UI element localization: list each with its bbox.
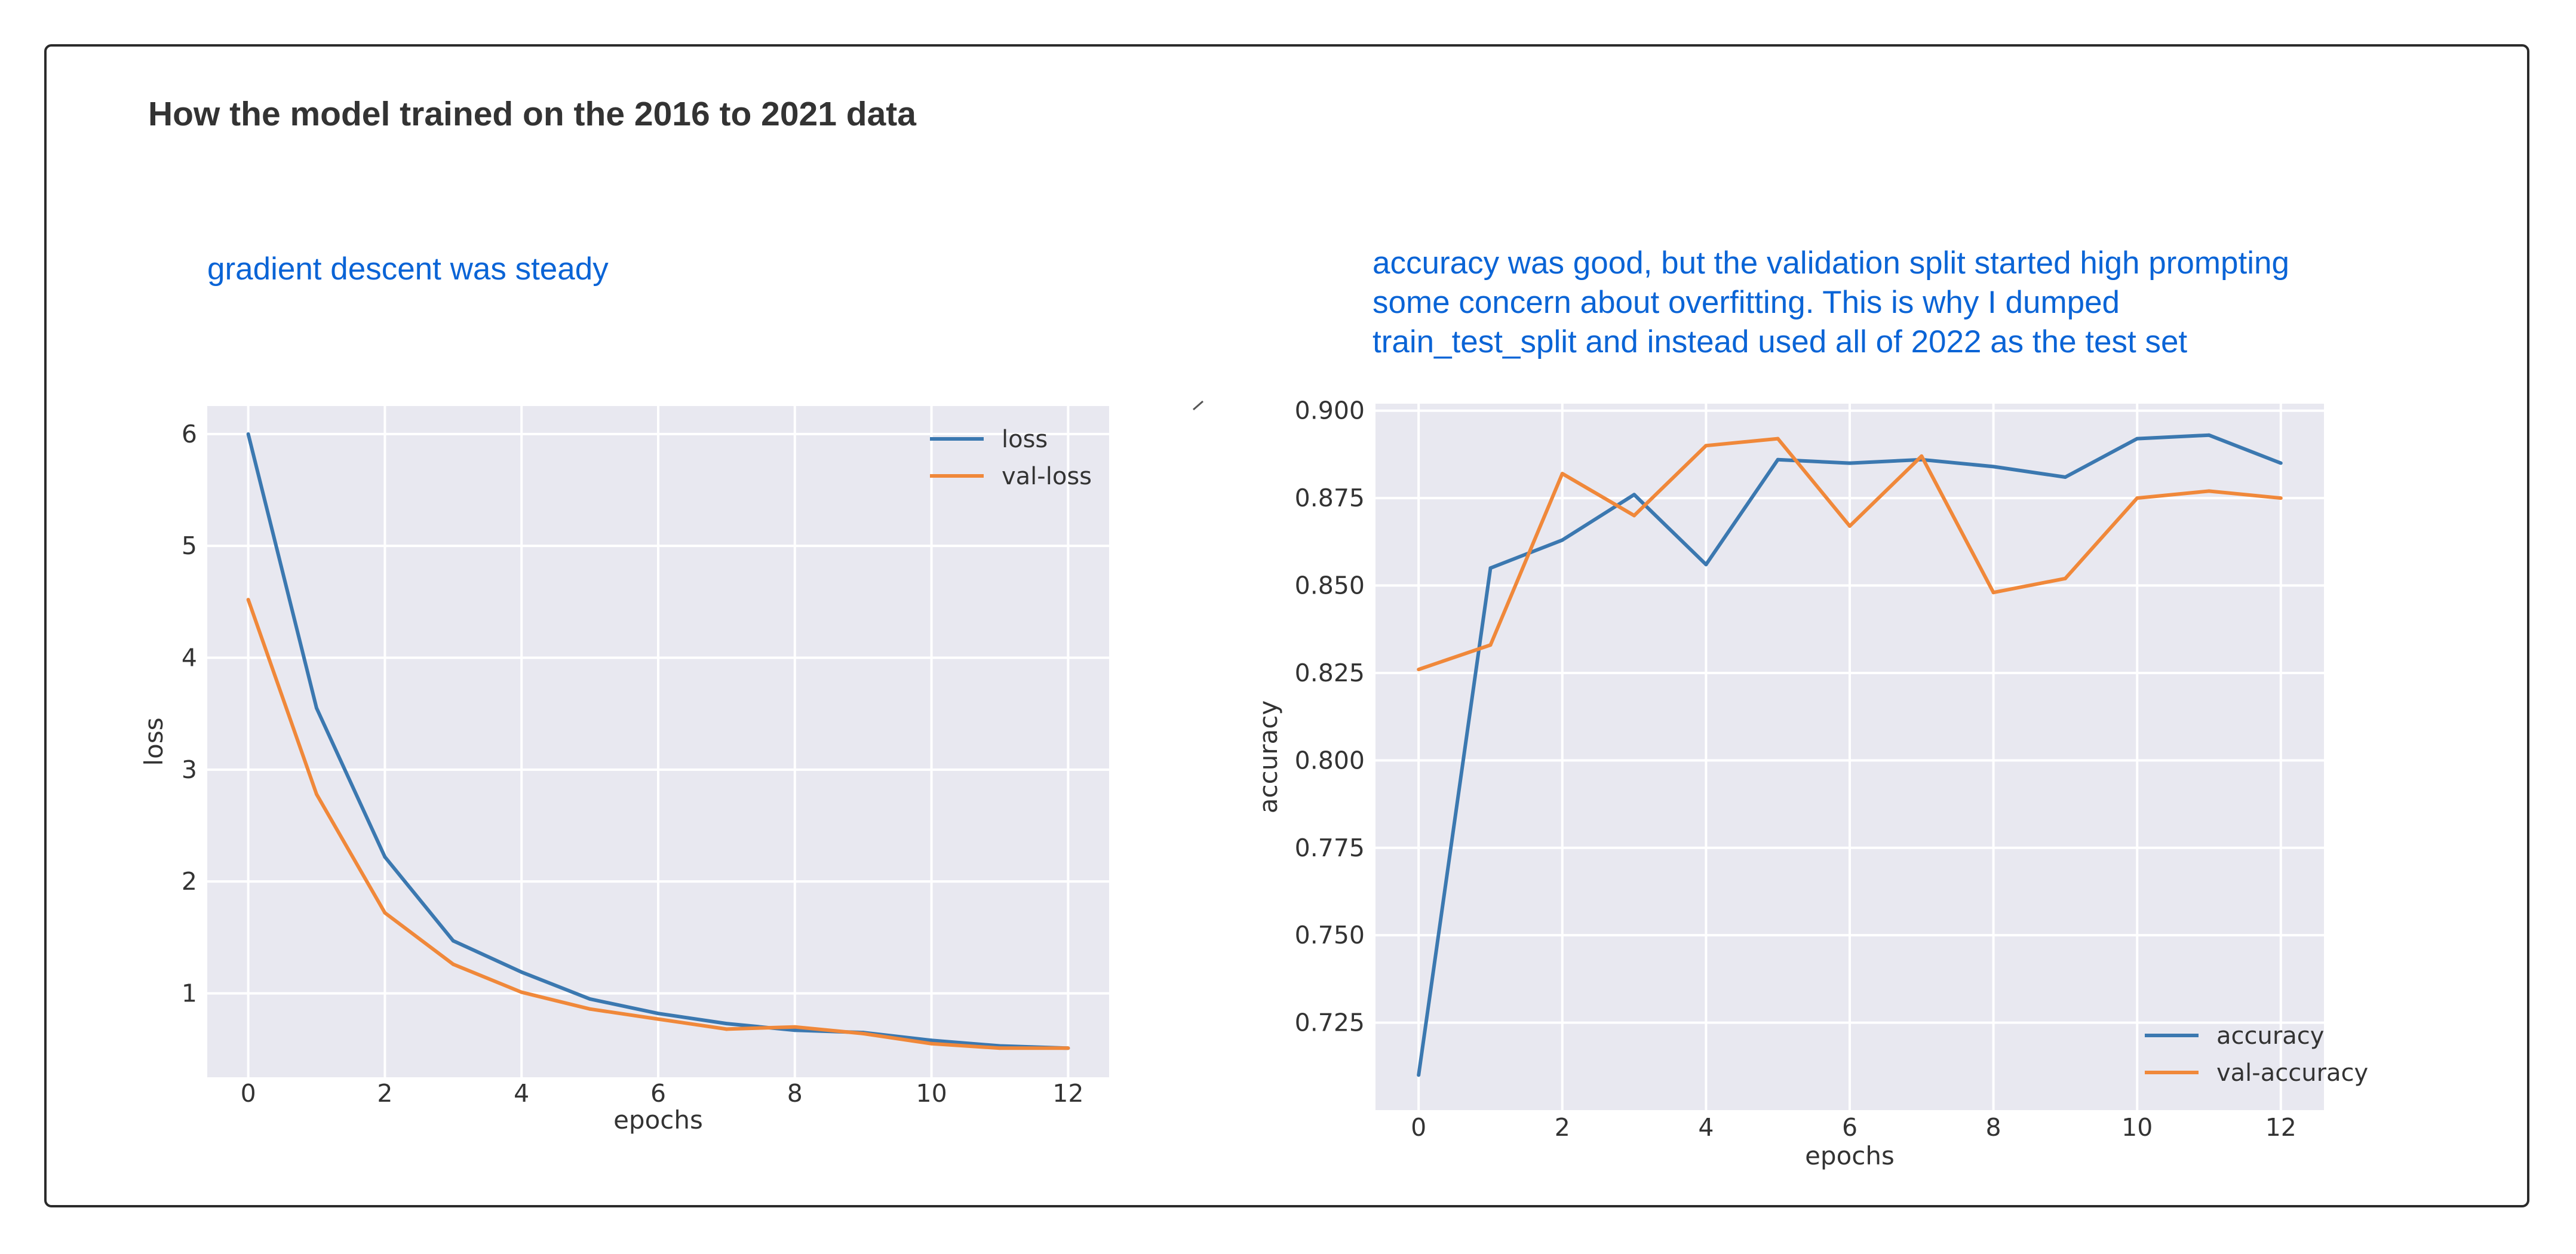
legend-label: accuracy bbox=[2216, 1022, 2324, 1050]
data-point bbox=[997, 1046, 1002, 1050]
data-point bbox=[451, 939, 455, 943]
data-point bbox=[1848, 461, 1852, 465]
loss-annotation: gradient descent was steady bbox=[207, 251, 609, 287]
y-tick-label: 5 bbox=[182, 531, 197, 560]
y-tick-label: 0.775 bbox=[1295, 834, 1365, 862]
data-point bbox=[861, 1031, 865, 1035]
accuracy-annotation-line: accuracy was good, but the validation sp… bbox=[1373, 245, 2289, 281]
x-tick-label: 8 bbox=[1986, 1113, 2001, 1142]
data-point bbox=[588, 997, 592, 1001]
y-tick-label: 1 bbox=[182, 979, 197, 1008]
y-tick-label: 0.900 bbox=[1295, 397, 1365, 425]
data-point bbox=[2279, 496, 2283, 500]
page-title: How the model trained on the 2016 to 202… bbox=[148, 95, 916, 133]
data-point bbox=[246, 432, 250, 436]
data-point bbox=[2135, 496, 2139, 500]
data-point bbox=[520, 990, 524, 994]
data-point bbox=[929, 1038, 934, 1043]
data-point bbox=[656, 1012, 660, 1016]
data-point bbox=[1066, 1046, 1070, 1050]
data-point bbox=[315, 792, 319, 797]
data-point bbox=[2207, 489, 2211, 493]
data-point bbox=[315, 706, 319, 710]
data-point bbox=[2135, 437, 2139, 441]
x-tick-label: 8 bbox=[787, 1079, 803, 1108]
data-point bbox=[1776, 437, 1780, 441]
data-point bbox=[1632, 493, 1637, 497]
legend-label: val-accuracy bbox=[2216, 1059, 2368, 1087]
data-point bbox=[2063, 576, 2067, 580]
y-tick-label: 6 bbox=[182, 420, 197, 448]
data-point bbox=[1991, 465, 1995, 469]
accuracy-annotation: accuracy was good, but the validation sp… bbox=[1373, 244, 2507, 362]
data-point bbox=[1704, 444, 1708, 448]
x-tick-label: 10 bbox=[2121, 1113, 2153, 1142]
data-point bbox=[1488, 643, 1493, 647]
y-tick-label: 3 bbox=[182, 755, 197, 784]
y-tick-label: 0.825 bbox=[1295, 659, 1365, 687]
data-point bbox=[383, 855, 387, 859]
x-tick-label: 0 bbox=[1411, 1113, 1426, 1142]
accuracy-annotation-line: some concern about overfitting. This is … bbox=[1373, 285, 2120, 320]
x-axis-label: epochs bbox=[613, 1105, 703, 1135]
y-tick-label: 4 bbox=[182, 644, 197, 672]
x-tick-label: 0 bbox=[241, 1079, 256, 1108]
y-tick-label: 2 bbox=[182, 867, 197, 896]
accuracy-annotation-line: train_test_split and instead used all of… bbox=[1373, 324, 2188, 359]
data-point bbox=[1488, 566, 1493, 570]
x-tick-label: 6 bbox=[1842, 1113, 1857, 1142]
data-point bbox=[1417, 668, 1421, 672]
x-tick-label: 12 bbox=[2265, 1113, 2296, 1142]
data-point bbox=[520, 970, 524, 974]
data-point bbox=[793, 1028, 797, 1032]
data-point bbox=[1560, 472, 1564, 476]
x-tick-label: 2 bbox=[377, 1079, 392, 1108]
data-point bbox=[1920, 454, 1924, 458]
data-point bbox=[2063, 475, 2067, 479]
y-axis-label: loss bbox=[139, 717, 168, 766]
y-axis-label: accuracy bbox=[1254, 700, 1283, 814]
data-point bbox=[2207, 433, 2211, 437]
y-tick-label: 0.850 bbox=[1295, 571, 1365, 600]
data-point bbox=[929, 1041, 934, 1046]
y-tick-label: 0.800 bbox=[1295, 746, 1365, 774]
data-point bbox=[1776, 457, 1780, 462]
accuracy-chart: 0.725 0.750 0.775 0.800 0.825 0.850 0.875 0.900… bbox=[1254, 397, 2368, 1170]
data-point bbox=[1704, 563, 1708, 567]
data-point bbox=[656, 1017, 660, 1021]
data-point bbox=[724, 1027, 729, 1031]
x-tick-label: 4 bbox=[1698, 1113, 1714, 1142]
data-point bbox=[383, 911, 387, 915]
data-point bbox=[1632, 514, 1637, 518]
data-point bbox=[1560, 538, 1564, 542]
data-point bbox=[2279, 461, 2283, 465]
data-point bbox=[1417, 1073, 1421, 1077]
x-tick-label: 2 bbox=[1555, 1113, 1570, 1142]
data-point bbox=[588, 1007, 592, 1011]
data-point bbox=[1848, 524, 1852, 528]
data-point bbox=[724, 1022, 729, 1026]
x-tick-label: 10 bbox=[916, 1079, 947, 1108]
y-tick-label: 0.750 bbox=[1295, 921, 1365, 949]
x-axis-label: epochs bbox=[1805, 1141, 1895, 1170]
stray-mark bbox=[1193, 400, 1203, 411]
legend-label: val-loss bbox=[1002, 463, 1092, 490]
x-tick-label: 12 bbox=[1052, 1079, 1083, 1108]
data-point bbox=[451, 962, 455, 966]
y-tick-label: 0.725 bbox=[1295, 1009, 1365, 1037]
legend-label: loss bbox=[1002, 426, 1048, 453]
x-tick-label: 4 bbox=[514, 1079, 529, 1108]
data-point bbox=[246, 598, 250, 602]
data-point bbox=[793, 1025, 797, 1029]
data-point bbox=[1991, 591, 1995, 595]
x-tick-label: 6 bbox=[650, 1079, 666, 1108]
y-tick-label: 0.875 bbox=[1295, 484, 1365, 512]
